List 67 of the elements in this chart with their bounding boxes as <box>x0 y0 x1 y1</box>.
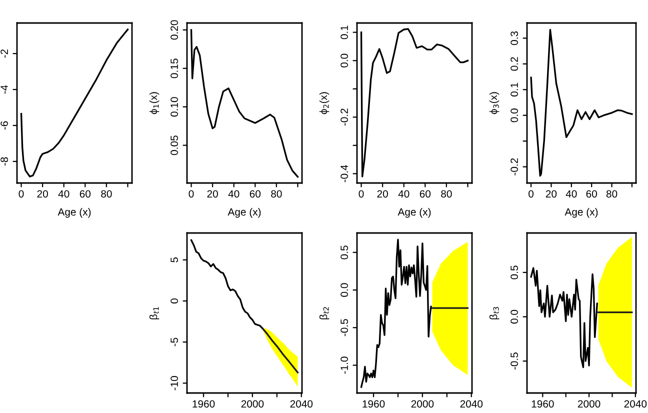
x-tick-label: 60 <box>586 190 597 198</box>
y-tick-label: 0.1 <box>340 26 348 40</box>
x-tick-label: 2040 <box>624 400 647 408</box>
x-tick-label: 1960 <box>362 400 385 408</box>
y-tick-label: -0.2 <box>340 108 348 126</box>
x-tick-label: 0 <box>528 190 534 198</box>
x-tick-label: 2000 <box>578 400 600 408</box>
x-tick-label: 2040 <box>460 400 483 408</box>
y-tick-label: 0.5 <box>340 246 348 260</box>
y-axis-title: β$_{t2}$ <box>319 307 330 320</box>
y-tick-label: -0.5 <box>340 319 348 336</box>
y-tick-label: -6 <box>0 121 8 130</box>
y-tick-label: -2 <box>0 49 8 58</box>
x-tick-label: 1960 <box>192 400 215 408</box>
y-tick-label: -4 <box>0 85 8 94</box>
y-tick-label: 0.1 <box>510 82 518 96</box>
x-tick-label: 20 <box>546 190 557 198</box>
y-tick-label: 0.0 <box>340 54 348 68</box>
x-axis-title: Age (x) <box>58 208 91 218</box>
y-tick-label: -5 <box>170 338 178 346</box>
y-tick-label: -0.4 <box>340 165 348 182</box>
x-tick-label: 80 <box>441 190 452 198</box>
x-tick-label: 2000 <box>411 400 434 408</box>
x-tick-label: 40 <box>228 190 240 198</box>
y-axis-title: β$_{t3}$ <box>489 306 500 320</box>
y-tick-label: 0.20 <box>170 20 178 40</box>
x-tick-label: 0 <box>18 190 24 198</box>
y-tick-label: 5 <box>170 257 178 262</box>
y-tick-label: -10 <box>170 376 178 390</box>
y-tick-label: 0.05 <box>170 136 178 156</box>
x-tick-label: 80 <box>101 190 112 198</box>
x-tick-label: 40 <box>398 190 410 198</box>
y-tick-label: 0.15 <box>170 58 178 78</box>
y-tick-label: 0.0 <box>510 108 518 122</box>
y-tick-label: 0.0 <box>510 310 518 324</box>
y-tick-label: 0.0 <box>340 283 348 297</box>
y-tick-label: 0.10 <box>170 97 178 117</box>
y-tick-label: 0.2 <box>510 57 518 71</box>
y-axis-title: β$_{t1}$ <box>149 307 160 320</box>
y-axis-title: ϕ$_{2}$(x) <box>319 92 330 114</box>
x-tick-label: 40 <box>566 190 577 198</box>
y-tick-label: -0.2 <box>510 158 518 176</box>
x-axis-title: Age (x) <box>564 208 598 218</box>
y-tick-label: -8 <box>0 157 8 166</box>
y-tick-label: -1.0 <box>340 356 348 374</box>
x-tick-label: 2000 <box>241 400 264 408</box>
y-axis-title: ϕ$_{1}$(x) <box>149 92 160 114</box>
x-axis-title: Age (x) <box>228 208 261 218</box>
x-axis-title: Age (x) <box>398 208 431 218</box>
y-axis-title: ϕ$_{3}$(x) <box>489 92 500 114</box>
x-tick-label: 60 <box>80 190 91 198</box>
x-tick-label: 60 <box>250 190 261 198</box>
x-tick-label: 80 <box>271 190 282 198</box>
y-tick-label: 0.3 <box>510 31 518 46</box>
x-tick-label: 20 <box>377 190 388 198</box>
x-tick-label: 40 <box>58 190 70 198</box>
y-tick-label: 0.5 <box>510 266 518 280</box>
y-tick-label: -0.5 <box>510 352 518 370</box>
x-tick-label: 80 <box>606 190 618 198</box>
x-tick-label: 0 <box>188 190 194 198</box>
y-tick-label: 0 <box>170 298 178 304</box>
x-tick-label: 20 <box>207 190 218 198</box>
x-tick-label: 20 <box>37 190 48 198</box>
x-tick-label: 2040 <box>290 400 313 408</box>
x-tick-label: 0 <box>358 190 364 198</box>
x-tick-label: 60 <box>420 190 431 198</box>
x-tick-label: 1960 <box>532 400 554 408</box>
